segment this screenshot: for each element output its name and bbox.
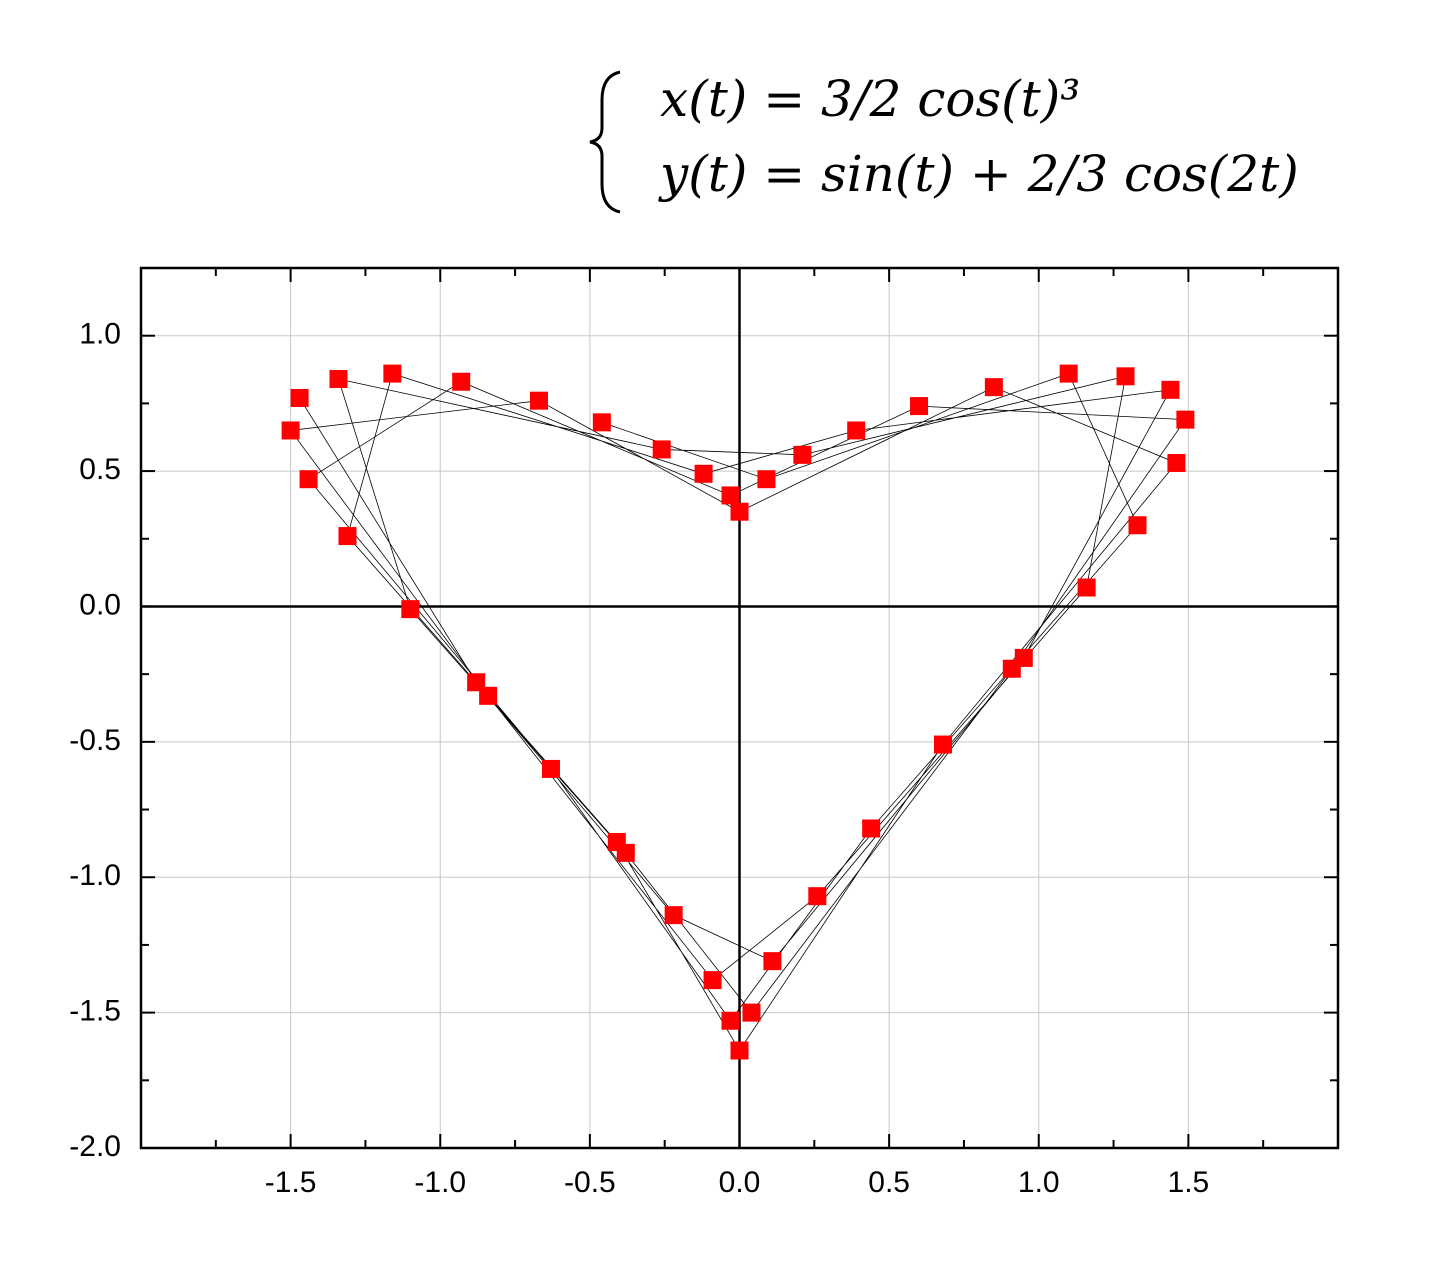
x-tick-label: 0.5 — [868, 1166, 910, 1199]
x-tick-label: 1.5 — [1168, 1166, 1210, 1199]
plot-frame — [139, 266, 1340, 1150]
point — [401, 600, 420, 619]
point — [763, 952, 782, 971]
equation: y(t) = sin(t) + 2/3 cos(2t) — [658, 145, 1299, 203]
point — [847, 421, 866, 440]
point — [1059, 364, 1078, 383]
point — [730, 502, 749, 521]
point — [694, 464, 713, 483]
point — [933, 735, 952, 754]
point — [592, 413, 611, 432]
point — [984, 378, 1003, 397]
point — [616, 843, 635, 862]
point — [721, 1011, 740, 1030]
x-tick-label: 1.0 — [1018, 1166, 1060, 1199]
y-tick-label: 0.5 — [79, 453, 121, 486]
point — [910, 397, 929, 416]
point — [862, 819, 881, 838]
point — [652, 440, 671, 459]
point — [721, 486, 740, 505]
point — [467, 673, 486, 692]
point — [1116, 367, 1135, 386]
connections — [289, 373, 1187, 1052]
point — [281, 421, 300, 440]
point — [383, 364, 402, 383]
y-tick-label: -2.0 — [69, 1130, 121, 1163]
x-tick-label: -1.0 — [414, 1166, 466, 1199]
x-tick-label: 0.0 — [719, 1166, 761, 1199]
point — [703, 971, 722, 990]
y-tick-label: -0.5 — [69, 724, 121, 757]
point — [329, 370, 348, 389]
point — [530, 391, 549, 410]
point — [1002, 659, 1021, 678]
connecting-line — [289, 373, 1187, 1052]
point — [742, 1003, 761, 1022]
point — [757, 470, 776, 489]
point — [664, 906, 683, 925]
y-tick-label: -1.5 — [69, 995, 121, 1028]
point — [452, 372, 471, 391]
point — [1167, 453, 1186, 472]
point — [479, 686, 498, 705]
y-tick-label: 0.0 — [79, 588, 121, 621]
point — [808, 887, 827, 906]
point — [299, 470, 318, 489]
point — [1077, 578, 1096, 597]
point — [1161, 380, 1180, 399]
point — [290, 388, 309, 407]
x-tick-label: -1.5 — [265, 1166, 317, 1199]
points — [281, 364, 1195, 1060]
point — [1176, 410, 1195, 429]
point — [541, 759, 560, 778]
point — [730, 1041, 749, 1060]
x-tick-label: -0.5 — [564, 1166, 616, 1199]
point — [1128, 516, 1147, 535]
y-tick-label: -1.0 — [69, 859, 121, 892]
y-tick-label: 1.0 — [79, 318, 121, 351]
equation: x(t) = 3/2 cos(t)³ — [660, 70, 1080, 128]
brace — [589, 70, 621, 214]
point — [793, 445, 812, 464]
point — [338, 527, 357, 546]
